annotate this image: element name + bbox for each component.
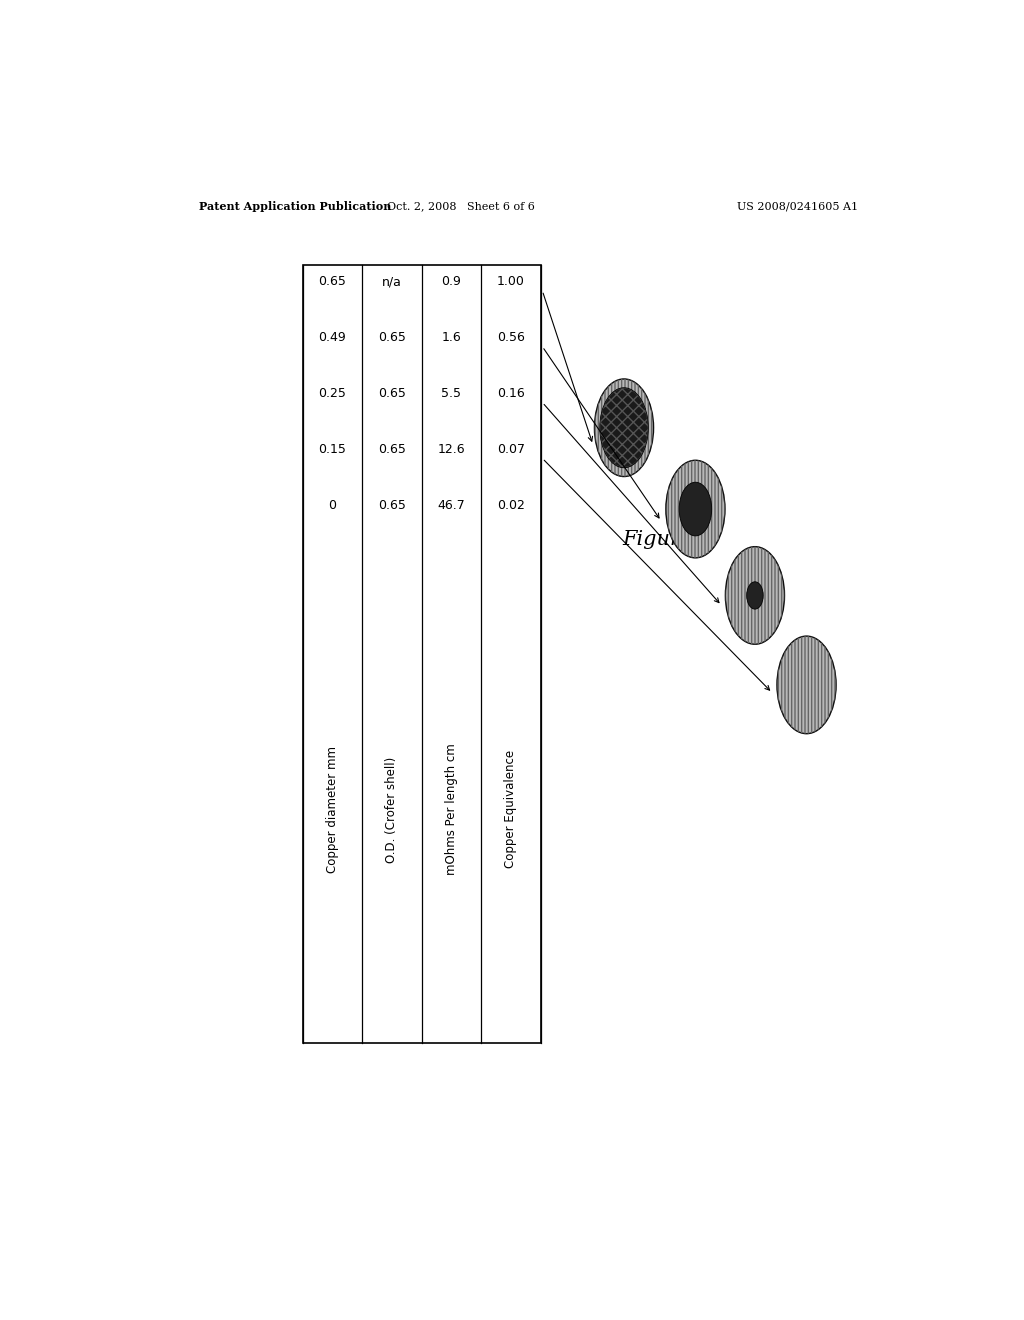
Ellipse shape <box>777 636 836 734</box>
Text: 0.07: 0.07 <box>497 444 525 455</box>
Text: Copper diameter mm: Copper diameter mm <box>326 746 339 873</box>
Text: 0.65: 0.65 <box>378 499 406 512</box>
Text: Figure 8: Figure 8 <box>623 531 713 549</box>
Ellipse shape <box>600 388 648 467</box>
Text: 0.9: 0.9 <box>441 276 462 288</box>
Text: 1.00: 1.00 <box>497 276 525 288</box>
Text: mOhms Per length cm: mOhms Per length cm <box>444 743 458 875</box>
Text: 0.49: 0.49 <box>318 331 346 345</box>
Text: 0.25: 0.25 <box>318 387 346 400</box>
Ellipse shape <box>679 482 712 536</box>
Text: 0.15: 0.15 <box>318 444 346 455</box>
Text: 0.02: 0.02 <box>497 499 525 512</box>
Ellipse shape <box>595 379 653 477</box>
Text: 0.65: 0.65 <box>318 276 346 288</box>
Text: 0.16: 0.16 <box>497 387 524 400</box>
Ellipse shape <box>725 546 784 644</box>
Text: 1.6: 1.6 <box>441 331 461 345</box>
Text: O.D. (Crofer shell): O.D. (Crofer shell) <box>385 756 398 862</box>
Text: 5.5: 5.5 <box>441 387 462 400</box>
Text: 12.6: 12.6 <box>437 444 465 455</box>
Text: 0.56: 0.56 <box>497 331 525 345</box>
Text: 46.7: 46.7 <box>437 499 465 512</box>
Text: Copper Equivalence: Copper Equivalence <box>505 750 517 869</box>
Bar <box>303 265 541 1043</box>
Text: US 2008/0241605 A1: US 2008/0241605 A1 <box>737 201 858 211</box>
Text: 0.65: 0.65 <box>378 331 406 345</box>
Text: Patent Application Publication: Patent Application Publication <box>200 201 392 213</box>
Ellipse shape <box>666 461 725 558</box>
Ellipse shape <box>746 582 763 609</box>
Text: 0: 0 <box>329 499 336 512</box>
Text: 0.65: 0.65 <box>378 444 406 455</box>
Text: Oct. 2, 2008   Sheet 6 of 6: Oct. 2, 2008 Sheet 6 of 6 <box>387 201 536 211</box>
Ellipse shape <box>600 388 648 467</box>
Text: n/a: n/a <box>382 276 401 288</box>
Text: 0.65: 0.65 <box>378 387 406 400</box>
